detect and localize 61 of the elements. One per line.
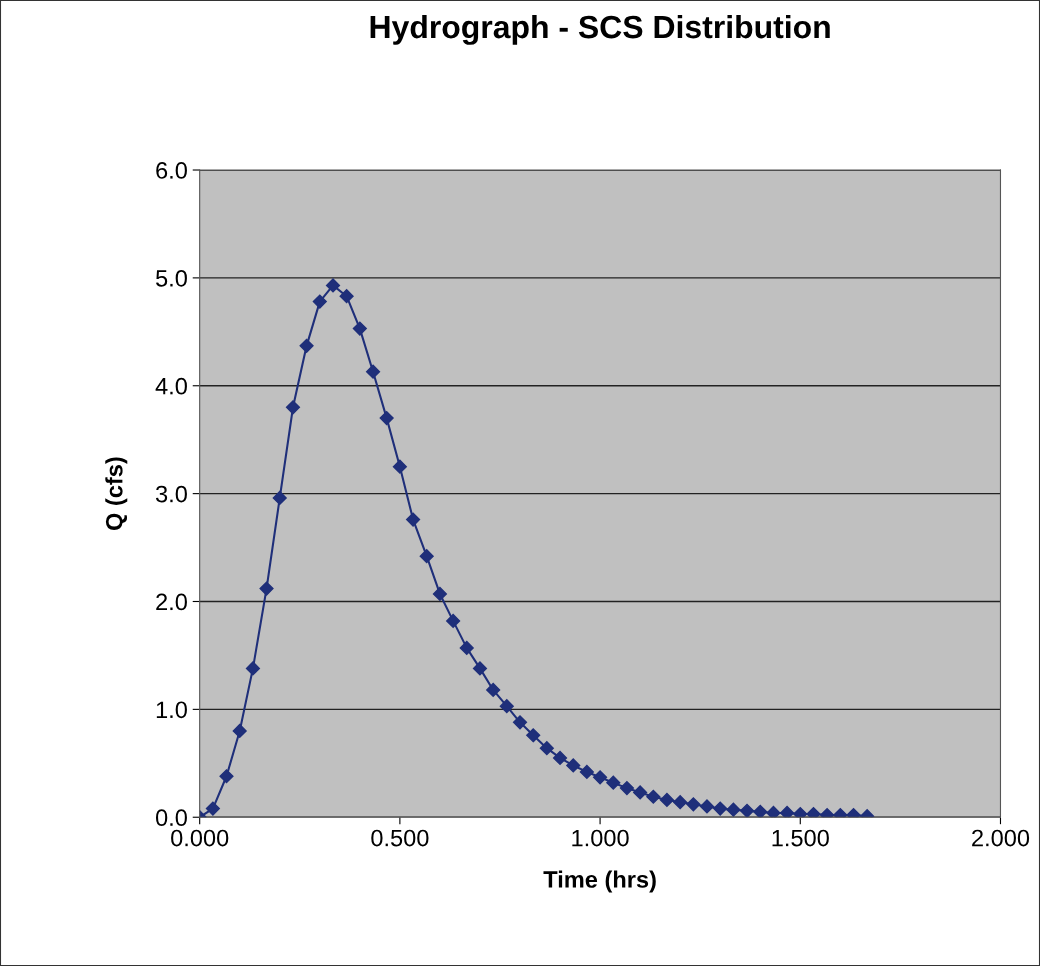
point	[379, 411, 394, 426]
point	[793, 806, 808, 818]
point	[659, 792, 675, 808]
y-tick-label: 4.0	[155, 377, 187, 395]
point	[325, 278, 341, 293]
point	[499, 699, 514, 714]
y-tick-label: 1.0	[156, 701, 187, 719]
point	[419, 549, 434, 564]
point	[713, 801, 728, 816]
point	[432, 586, 447, 602]
point	[406, 512, 421, 527]
point	[539, 741, 554, 756]
point	[779, 805, 795, 818]
point	[726, 802, 741, 817]
x-tick-label: 1.000	[572, 829, 629, 847]
point	[272, 490, 287, 506]
x-tick-label: 0.500	[371, 829, 429, 847]
point	[566, 758, 581, 773]
y-tick-label: 2.0	[156, 593, 187, 611]
point	[526, 728, 541, 743]
y-tick-label: 0.0	[155, 809, 187, 827]
x-tick-label: 2.000	[972, 829, 1030, 847]
point	[259, 581, 274, 596]
point	[446, 613, 461, 628]
point	[806, 806, 821, 818]
x-tick-label: 1.500	[772, 829, 829, 847]
point	[552, 750, 568, 765]
point	[285, 400, 301, 415]
point	[512, 715, 528, 730]
point	[699, 799, 715, 814]
point	[606, 775, 621, 790]
x-tick-label: 0.000	[171, 829, 229, 847]
x-axis-title: Time (hrs)	[543, 870, 656, 893]
point	[753, 804, 768, 818]
point	[299, 338, 314, 353]
point	[472, 661, 488, 676]
point	[232, 723, 247, 739]
point	[593, 770, 608, 785]
point	[633, 785, 648, 800]
point	[205, 801, 220, 816]
point	[579, 764, 594, 780]
point	[673, 795, 688, 810]
point	[392, 459, 407, 474]
y-tick-label: 3.0	[155, 485, 187, 503]
y-axis-title: Q (cfs)	[105, 457, 128, 531]
point	[739, 803, 755, 818]
y-tick-label: 6.0	[156, 162, 187, 179]
point	[312, 294, 327, 309]
point	[619, 781, 634, 796]
point	[686, 797, 701, 812]
chart-title: Hydrograph - SCS Distribution	[370, 14, 830, 45]
point	[245, 661, 261, 676]
point	[486, 682, 501, 698]
y-tick-label: 5.0	[156, 269, 187, 287]
point	[219, 769, 234, 784]
point	[365, 364, 381, 379]
point	[352, 321, 367, 336]
point	[646, 789, 661, 804]
point	[766, 805, 781, 818]
point	[339, 289, 354, 304]
point	[459, 640, 474, 655]
